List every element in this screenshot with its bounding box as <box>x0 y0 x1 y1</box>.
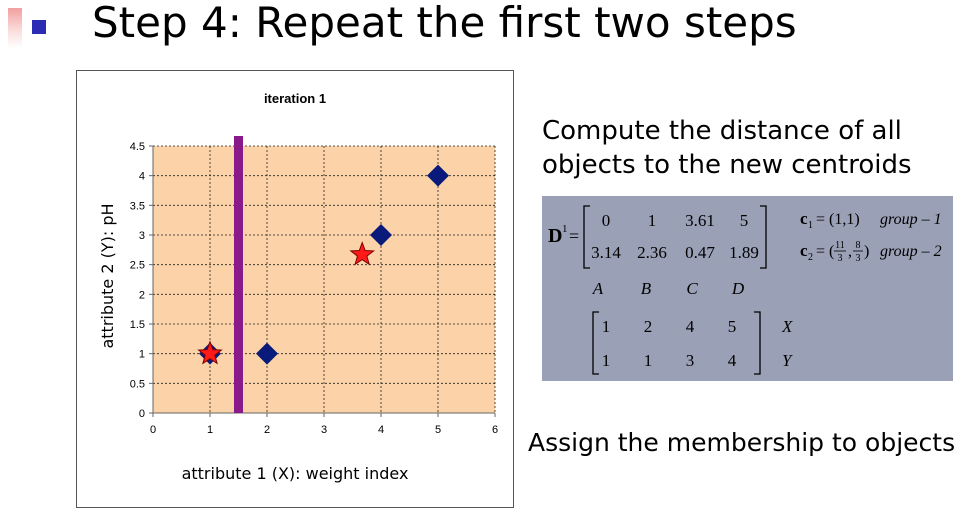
matrix-cell: 1.89 <box>729 243 759 262</box>
centroid-symbol: c <box>800 209 808 228</box>
scatter-chart: iteration 1 00.511.522.533.544.50 1 2 3 4 5 6 … <box>98 91 498 483</box>
chart-title: iteration 1 <box>264 91 326 106</box>
matrix-left-bracket <box>583 205 590 269</box>
cluster-boundary-line <box>234 136 243 413</box>
object-label: A <box>592 279 604 298</box>
title-bullet <box>32 20 46 34</box>
x-tick-label: 6 <box>492 424 498 436</box>
matrix-cell: 3.61 <box>685 211 715 230</box>
coord-label-y: Y <box>782 351 793 370</box>
centroid-separator: , <box>848 243 852 260</box>
fraction-numerator: 8 <box>856 240 861 251</box>
distance-description: Compute the distance of all objects to t… <box>542 116 912 180</box>
y-tick-label: 0.5 <box>130 378 145 390</box>
x-tick-label: 3 <box>321 424 327 436</box>
y-tick-label: 4 <box>139 171 145 183</box>
y-tick-label: 4.5 <box>130 141 145 153</box>
centroid-group: group – 2 <box>880 243 942 260</box>
fraction-numerator: 11 <box>835 240 845 251</box>
distance-matrix: D 1 = 0 1 3.61 5 3.14 2.36 0.47 1.89 c 1… <box>548 205 942 375</box>
coord-left-bracket <box>592 311 599 375</box>
chart-frame: iteration 1 0 0.5 1 1.5 2 2.5 3 3.5 4 4.5 0 1 2 3 4 5 6 … <box>76 70 514 508</box>
y-tick-label: 3 <box>139 230 145 242</box>
x-tick-label: 1 <box>207 424 213 436</box>
y-tick-label: 1.5 <box>130 319 145 331</box>
matrix-cell: 5 <box>740 211 749 230</box>
distance-matrix-panel: D 1 = 0 1 3.61 5 3.14 2.36 0.47 1.89 c 1… <box>542 196 953 381</box>
matrix-cell: 0 <box>602 211 611 230</box>
fraction-denominator: 3 <box>838 253 843 264</box>
centroid-point-star <box>197 340 223 365</box>
x-axis-label: attribute 1 (X): weight index <box>182 464 409 483</box>
y-tick-label: 0 <box>139 408 145 420</box>
matrix-superscript: 1 <box>562 223 568 235</box>
y-tick-label: 3.5 <box>130 200 145 212</box>
x-tick-label: 4 <box>378 424 384 436</box>
coord-right-bracket <box>754 311 761 375</box>
centroid-value-prefix: = ( <box>816 243 834 260</box>
coord-cell: 3 <box>686 351 695 370</box>
centroid-point-star <box>349 241 375 266</box>
object-point-diamond <box>427 164 449 187</box>
y-axis-label: attribute 2 (Y): pH <box>98 203 117 348</box>
x-tick-label: 0 <box>150 424 156 436</box>
matrix-cell: 1 <box>648 211 657 230</box>
centroid-subscript: 2 <box>808 252 813 263</box>
matrix-label: D <box>548 225 562 247</box>
slide-title: Step 4: Repeat the first two steps <box>92 0 797 47</box>
x-tick-label: 2 <box>264 424 270 436</box>
coord-cell: 1 <box>602 351 611 370</box>
centroid-group: group – 1 <box>880 211 942 228</box>
centroid-value: = (1,1) <box>816 211 860 228</box>
title-accent-bar <box>8 8 22 48</box>
object-point-diamond <box>256 342 278 365</box>
matrix-cell: 2.36 <box>637 243 667 262</box>
y-tick-label: 2.5 <box>130 260 145 272</box>
y-tick-label: 1 <box>139 349 145 361</box>
coord-cell: 5 <box>728 317 737 336</box>
y-tick-label: 2 <box>139 289 145 301</box>
object-label: C <box>686 279 698 298</box>
coord-label-x: X <box>781 317 793 336</box>
coord-cell: 1 <box>602 317 611 336</box>
centroid-value-suffix: ) <box>864 243 869 260</box>
coord-cell: 4 <box>728 351 737 370</box>
matrix-right-bracket <box>760 205 767 269</box>
object-label: D <box>731 279 745 298</box>
object-label: B <box>641 279 652 298</box>
centroid-subscript: 1 <box>808 220 813 231</box>
assignment-description: Assign the membership to objects <box>528 428 956 457</box>
coord-cell: 2 <box>644 317 653 336</box>
matrix-cell: 3.14 <box>591 243 621 262</box>
coord-cell: 1 <box>644 351 653 370</box>
matrix-equals: = <box>569 226 579 246</box>
centroid-symbol: c <box>800 241 808 260</box>
matrix-cell: 0.47 <box>685 243 715 262</box>
fraction-denominator: 3 <box>856 253 861 264</box>
coord-cell: 4 <box>686 317 695 336</box>
object-point-diamond <box>370 224 392 246</box>
x-tick-label: 5 <box>435 424 441 436</box>
